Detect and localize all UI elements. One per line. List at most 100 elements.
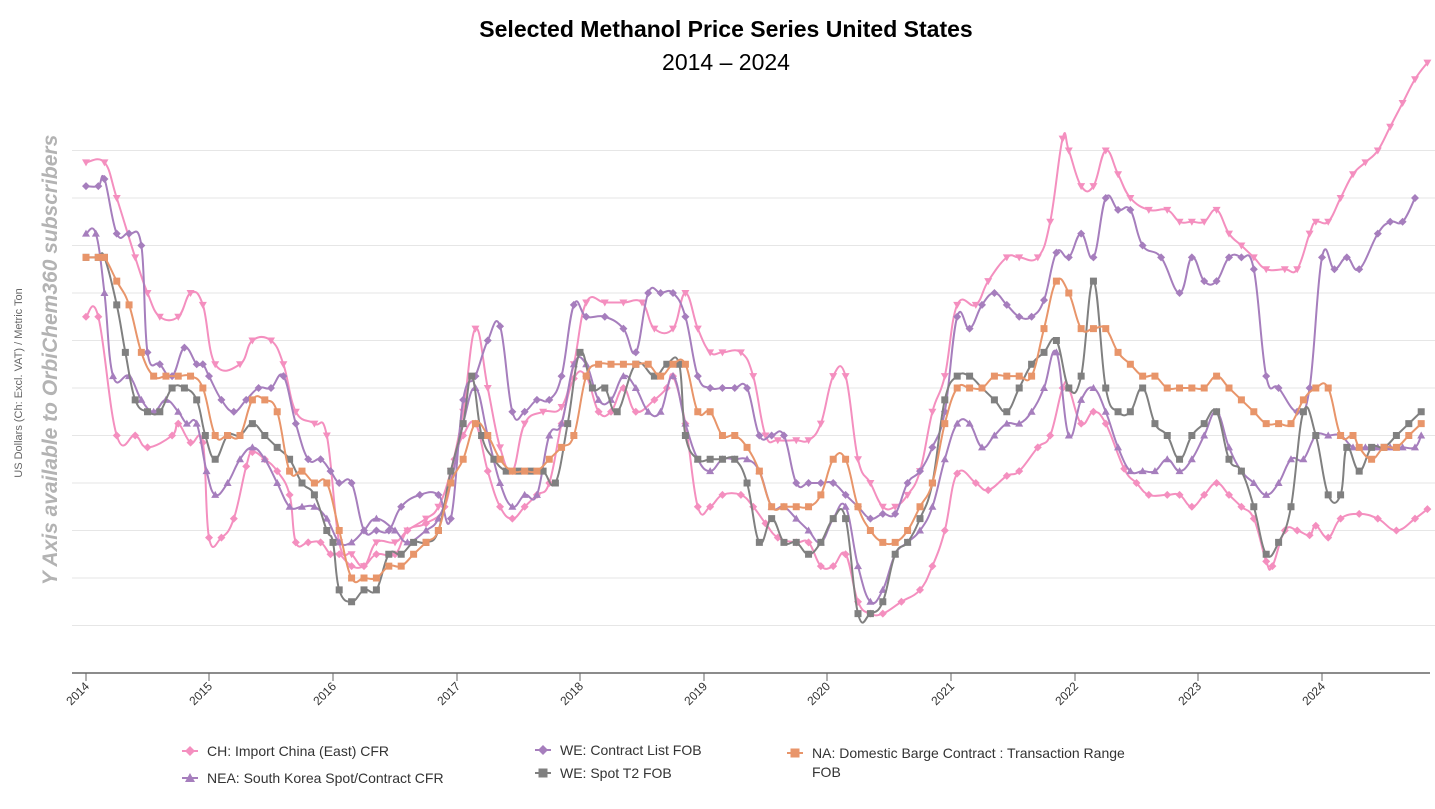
data-point[interactable] (736, 349, 745, 357)
data-point[interactable] (391, 539, 399, 547)
data-point[interactable] (990, 396, 998, 404)
data-point[interactable] (329, 538, 337, 546)
data-point[interactable] (335, 527, 343, 534)
data-point[interactable] (496, 322, 505, 331)
data-point[interactable] (1287, 420, 1295, 428)
data-point[interactable] (817, 491, 825, 499)
data-point[interactable] (594, 407, 603, 416)
data-point[interactable] (804, 526, 813, 534)
data-point[interactable] (182, 419, 191, 427)
data-point[interactable] (434, 490, 443, 499)
data-point[interactable] (229, 514, 238, 523)
data-point[interactable] (1225, 455, 1233, 463)
data-point[interactable] (539, 408, 548, 416)
data-point[interactable] (273, 467, 282, 476)
data-point[interactable] (1040, 384, 1048, 391)
data-point[interactable] (879, 598, 887, 606)
data-point[interactable] (236, 455, 244, 463)
data-point[interactable] (162, 372, 170, 380)
data-point[interactable] (681, 290, 690, 297)
data-point[interactable] (755, 467, 763, 475)
data-point[interactable] (706, 455, 714, 463)
data-point[interactable] (316, 538, 325, 547)
data-point[interactable] (1287, 503, 1295, 511)
data-point[interactable] (137, 348, 145, 356)
data-point[interactable] (248, 443, 257, 451)
data-point[interactable] (198, 301, 207, 309)
data-point[interactable] (1052, 348, 1061, 356)
data-point[interactable] (1262, 550, 1270, 558)
data-point[interactable] (1126, 360, 1134, 368)
data-point[interactable] (600, 312, 609, 321)
data-point[interactable] (1275, 420, 1283, 428)
data-point[interactable] (192, 419, 201, 427)
data-point[interactable] (768, 515, 776, 523)
data-point[interactable] (656, 289, 665, 297)
data-point[interactable] (1280, 266, 1289, 274)
data-point[interactable] (267, 384, 275, 392)
data-point[interactable] (217, 395, 226, 404)
data-point[interactable] (749, 373, 758, 381)
data-point[interactable] (706, 467, 715, 475)
data-point[interactable] (669, 325, 677, 333)
data-point[interactable] (1299, 396, 1307, 404)
data-point[interactable] (866, 597, 875, 605)
data-point[interactable] (897, 597, 906, 606)
data-point[interactable] (1262, 420, 1270, 428)
data-point[interactable] (347, 479, 356, 487)
data-point[interactable] (1089, 384, 1098, 391)
data-point[interactable] (1157, 253, 1166, 262)
data-point[interactable] (588, 384, 596, 392)
data-point[interactable] (854, 562, 862, 570)
data-point[interactable] (1163, 384, 1171, 392)
data-point[interactable] (1275, 538, 1283, 546)
data-point[interactable] (1101, 194, 1110, 202)
data-point[interactable] (706, 408, 714, 416)
data-point[interactable] (829, 373, 838, 381)
data-point[interactable] (496, 502, 505, 511)
data-point[interactable] (1144, 206, 1153, 214)
data-point[interactable] (940, 526, 949, 535)
data-point[interactable] (236, 361, 244, 369)
data-point[interactable] (1225, 230, 1233, 238)
data-point[interactable] (422, 519, 430, 528)
data-point[interactable] (144, 408, 151, 416)
data-point[interactable] (1324, 384, 1332, 392)
data-point[interactable] (1101, 147, 1110, 155)
data-point[interactable] (1342, 253, 1351, 262)
data-point[interactable] (966, 384, 974, 392)
data-point[interactable] (866, 610, 874, 618)
data-point[interactable] (1028, 360, 1036, 368)
data-point[interactable] (1064, 253, 1073, 262)
data-point[interactable] (187, 372, 195, 380)
legend-item[interactable]: CH: Import China (East) CFR (182, 743, 389, 759)
data-point[interactable] (1102, 325, 1110, 333)
data-point[interactable] (193, 396, 201, 404)
data-point[interactable] (168, 384, 176, 392)
data-point[interactable] (447, 467, 455, 475)
data-point[interactable] (1101, 419, 1110, 428)
data-point[interactable] (829, 515, 837, 523)
data-point[interactable] (650, 372, 658, 380)
data-point[interactable] (1138, 241, 1147, 250)
data-point[interactable] (1002, 471, 1011, 480)
data-point[interactable] (854, 610, 862, 618)
data-point[interactable] (990, 372, 998, 380)
data-point[interactable] (520, 420, 529, 428)
data-point[interactable] (180, 384, 188, 392)
data-point[interactable] (1126, 195, 1135, 202)
data-point[interactable] (841, 550, 850, 559)
data-point[interactable] (1373, 147, 1382, 155)
data-point[interactable] (743, 384, 752, 392)
data-point[interactable] (966, 372, 974, 380)
legend-item[interactable]: WE: Spot T2 FOB (535, 765, 672, 781)
data-point[interactable] (675, 360, 683, 368)
data-point[interactable] (1052, 277, 1060, 285)
data-point[interactable] (1299, 408, 1307, 416)
data-point[interactable] (631, 348, 640, 357)
data-point[interactable] (928, 562, 937, 571)
data-point[interactable] (878, 509, 887, 518)
data-point[interactable] (1318, 253, 1326, 262)
data-point[interactable] (804, 437, 813, 445)
data-point[interactable] (508, 467, 516, 475)
